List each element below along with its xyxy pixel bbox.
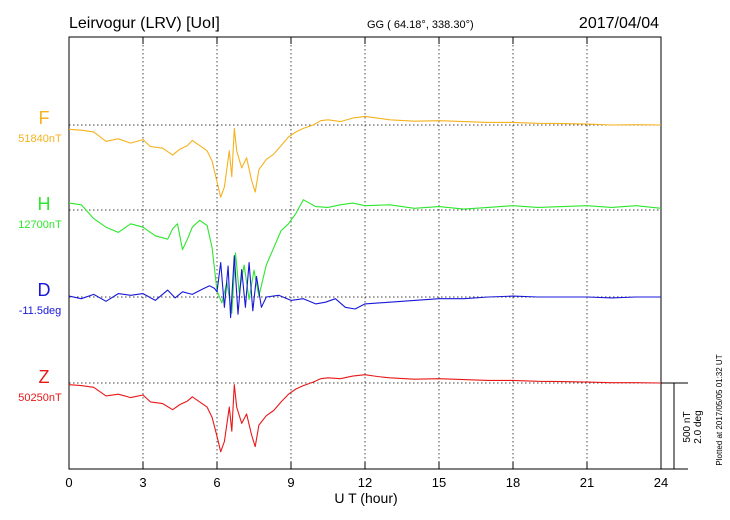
- baseline-label-F: 51840nT: [18, 133, 62, 145]
- x-tick-label-6: 6: [213, 475, 220, 490]
- plotted-at-footnote: Plotted at 2017/05/05 01:32 UT: [715, 354, 724, 465]
- station-title: Leirvogur (LRV) [UoI]: [69, 15, 220, 32]
- series-line-D: [68, 255, 661, 319]
- x-axis-label: U T (hour): [334, 490, 397, 506]
- series-label-Z: Z: [39, 367, 50, 387]
- x-tick-label-15: 15: [432, 475, 446, 490]
- series-line-Z: [68, 374, 662, 453]
- x-tick-label-0: 0: [65, 475, 72, 490]
- scale-deg-label: 2.0 deg: [693, 410, 704, 443]
- x-tick-label-9: 9: [287, 475, 294, 490]
- x-axis-ticks: 0 3 6 9 12 15 18 21 24: [65, 37, 668, 490]
- baseline-label-D: -11.5deg: [19, 305, 62, 317]
- series-line-H: [68, 199, 662, 314]
- x-tick-label-3: 3: [139, 475, 146, 490]
- series-lines: [68, 115, 662, 453]
- x-tick-label-21: 21: [580, 475, 594, 490]
- series-line-F: [68, 115, 662, 198]
- scale-nt-label: 500 nT: [682, 411, 693, 442]
- baseline-label-Z: 50250nT: [18, 392, 62, 404]
- series-label-H: H: [38, 194, 51, 214]
- x-tick-label-18: 18: [506, 475, 520, 490]
- baseline-label-H: 12700nT: [18, 219, 62, 231]
- x-tick-label-24: 24: [654, 475, 668, 490]
- scale-bar: [661, 382, 688, 470]
- grid-lines: [69, 37, 661, 469]
- date-label: 2017/04/04: [579, 15, 659, 32]
- series-label-F: F: [39, 108, 50, 128]
- series-label-D: D: [38, 280, 51, 300]
- coordinates-label: GG ( 64.18°, 338.30°): [367, 19, 474, 31]
- x-tick-label-12: 12: [358, 475, 372, 490]
